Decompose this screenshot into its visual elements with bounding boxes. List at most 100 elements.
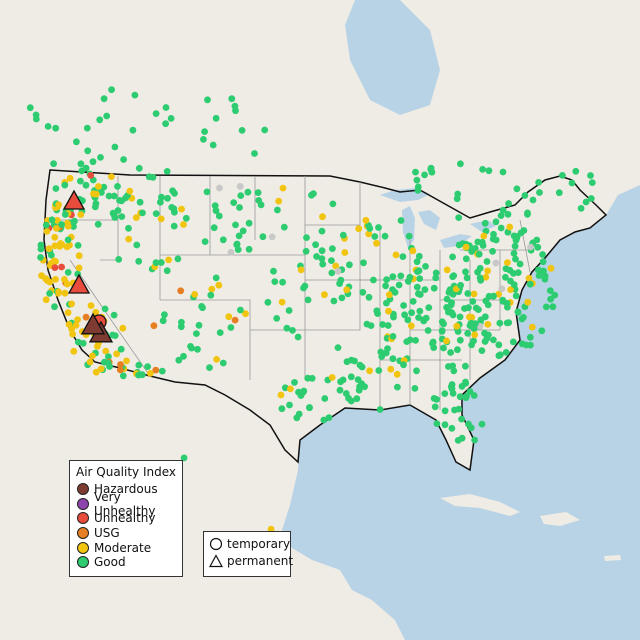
monitor-dot [503,299,511,307]
monitor-dot [534,243,542,251]
monitor-dot [158,193,165,201]
monitor-dot [111,332,119,339]
monitor-dot [42,221,50,229]
monitor-dot [424,327,432,334]
monitor-dot [32,111,40,119]
monitor-dot [332,262,340,270]
monitor-dot [89,352,96,360]
monitor-dot [201,238,209,246]
monitor-dot [365,230,373,238]
monitor-dot [308,374,316,382]
monitor-dot [382,349,390,357]
monitor-dot [301,282,309,290]
monitor-dot [283,324,291,332]
monitor-dot [92,308,100,316]
monitor-dot [44,277,51,284]
monitor-dot [209,141,217,149]
legend-label: Good [94,555,126,570]
monitor-dot [346,261,353,269]
monitor-dot [541,275,549,283]
monitor-dot [470,337,477,345]
monitor-dot [244,188,252,196]
monitor-dot [158,367,166,375]
legend-title: Air Quality Index [75,465,177,479]
monitor-dot [389,333,397,340]
monitor-dot [485,292,493,300]
monitor-dot [204,96,211,104]
monitor-dot [393,370,401,378]
monitor-dot [119,324,127,332]
monitor-dot [286,401,293,409]
monitor-dot [484,267,491,275]
monitor-dot [524,211,531,218]
circle-icon [209,537,223,550]
monitor-dot [506,223,514,231]
monitor-dot [131,91,139,99]
monitor-dot [511,242,519,250]
monitor-dot [489,247,496,255]
monitor-dot [381,232,389,240]
legend-item-hazardous: Hazardous [70,482,182,497]
monitor-dot [329,200,337,208]
monitor-dot [427,165,435,173]
monitor-dot [470,325,478,333]
monitor-dot [395,281,403,289]
monitor-dot [449,273,457,281]
monitor-dot [161,311,168,319]
monitor-dot [303,234,310,242]
monitor-dot [61,181,69,189]
monitor-dot [43,227,51,235]
monitor-dot [413,258,421,266]
monitor-dot [587,195,595,202]
monitor-dot [232,221,239,229]
monitor-dot [353,395,361,403]
monitor-dot [231,316,239,324]
monitor-dot [342,390,350,397]
monitor-dot [385,307,392,315]
monitor-dot [405,232,413,240]
monitor-dot [219,359,227,367]
monitor-dot [413,283,421,291]
monitor-dot [362,216,370,224]
monitor-dot [157,259,165,266]
monitor-dot [373,307,381,315]
monitor-dot [568,179,576,187]
monitor-dot [454,437,462,444]
monitor-dot [384,322,392,329]
monitor-dot [268,233,276,241]
monitor-dot [363,320,371,328]
monitor-dot [66,174,74,182]
monitor-dot [38,272,45,279]
monitor-dot [527,243,534,251]
monitor-dot [392,251,400,259]
monitor-dot [522,341,530,349]
monitor-dot [446,308,454,315]
monitor-dot [170,205,178,213]
monitor-dot [117,345,125,353]
monitor-dot [297,266,305,274]
monitor-dot [462,378,469,386]
monitor-dot [539,258,547,266]
monitor-dot [82,313,90,321]
monitor-dot [330,297,338,305]
monitor-dot [52,124,60,132]
monitor-dot [386,291,393,299]
monitor-dot [451,406,458,414]
monitor-dot [178,205,185,213]
monitor-dot [480,232,488,240]
monitor-dot [313,253,320,260]
monitor-dot [475,250,483,258]
monitor-dot [235,232,243,240]
monitor-dot [125,235,133,243]
monitor-dot [100,183,108,191]
monitor-dot [394,383,401,391]
monitor-dot [87,172,95,179]
monitor-dot [203,188,211,196]
monitor-dot [51,233,59,241]
monitor-dot [320,416,328,424]
monitor-dot [175,356,183,364]
monitor-dot [237,306,244,314]
monitor-dot [321,291,328,299]
monitor-dot [68,300,75,308]
monitor-dot [358,380,365,387]
